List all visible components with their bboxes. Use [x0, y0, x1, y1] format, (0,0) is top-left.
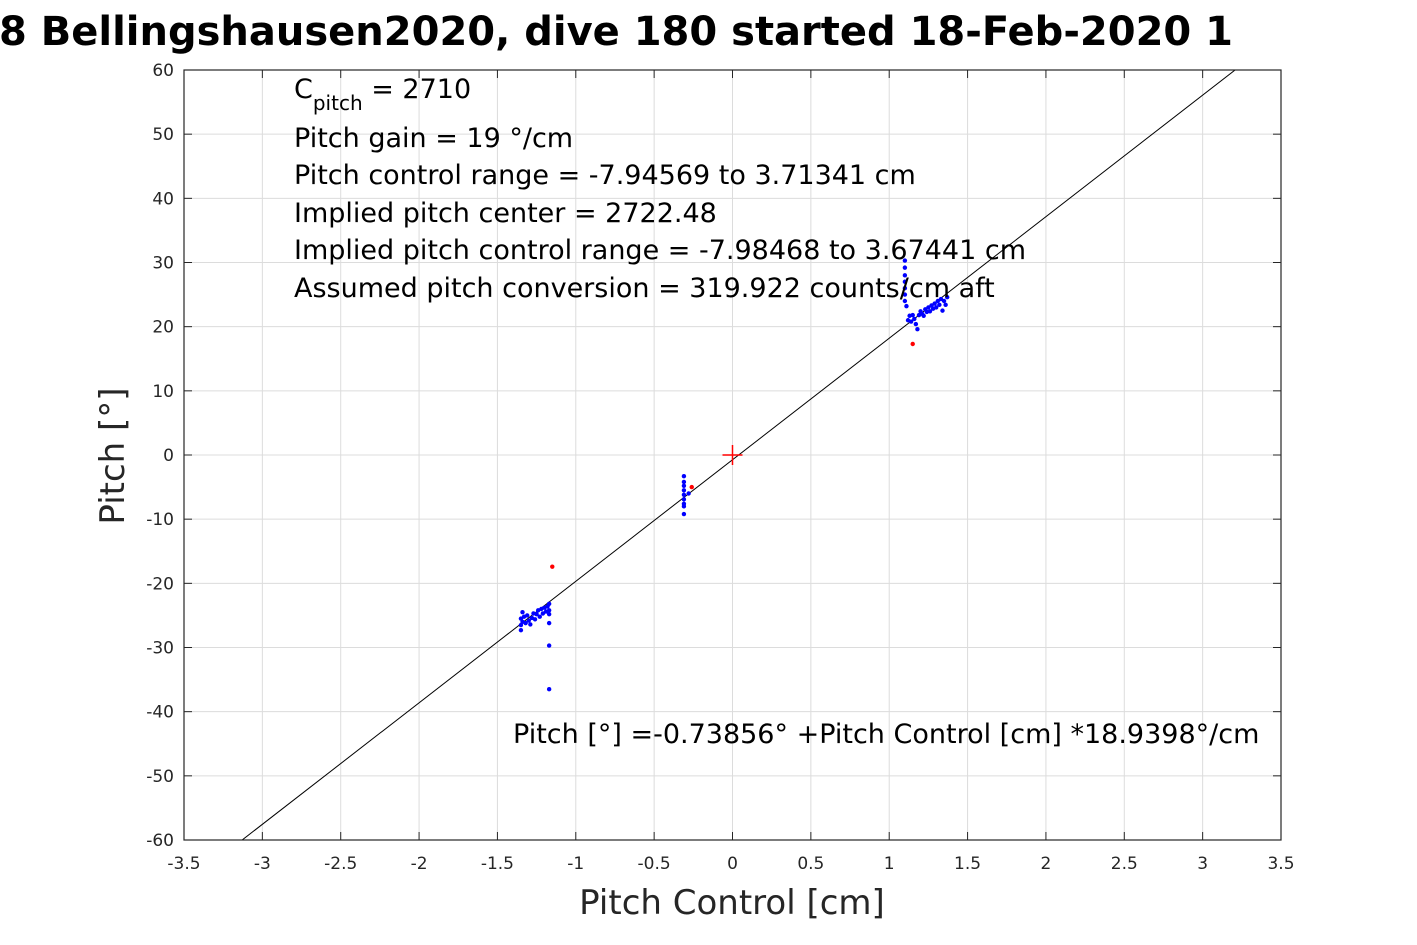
data-point: [525, 613, 530, 618]
data-point: [912, 316, 917, 322]
x-tick-label: -2.5: [324, 854, 357, 874]
chart-title: 8 Bellingshausen2020, dive 180 started 1…: [0, 9, 1233, 55]
data-point: [910, 312, 915, 318]
y-tick-label: 0: [163, 446, 174, 466]
x-tick-label: 0: [727, 854, 738, 874]
data-point: [546, 620, 552, 626]
y-tick-label: -20: [146, 574, 174, 594]
data-point: [520, 610, 525, 615]
data-point: [550, 564, 555, 569]
data-point: [913, 321, 919, 327]
center-marker-group: [722, 445, 743, 465]
y-tick-label: 10: [152, 382, 174, 402]
data-point: [932, 301, 937, 306]
data-point: [940, 308, 945, 313]
data-point: [921, 313, 926, 318]
data-point: [681, 497, 687, 502]
data-point: [902, 292, 908, 297]
x-tick-label: -1.5: [481, 854, 514, 874]
data-point: [902, 273, 908, 278]
y-tick-label: -60: [146, 831, 174, 851]
data-point: [681, 473, 687, 479]
data-point: [944, 294, 950, 300]
x-tick-label: 1.5: [954, 854, 981, 874]
data-point: [681, 504, 687, 509]
x-tick-label: 2.5: [1111, 854, 1138, 874]
data-point: [681, 492, 687, 497]
c-pitch-value: = 2710: [363, 74, 472, 105]
y-tick-label: -30: [146, 639, 174, 659]
x-tick-label: 1: [884, 854, 895, 874]
data-point: [902, 285, 908, 291]
data-point: [902, 258, 908, 263]
data-point: [546, 608, 552, 613]
axis-ticks: -3.5 -3 -2.5 -2 -1.5 -1 -0.5 0 0.5 1 1.5 2 2.5 3 3.5 -6…: [146, 61, 1294, 874]
data-point: [523, 620, 528, 626]
data-point: [934, 305, 939, 310]
data-point: [534, 611, 539, 617]
data-point: [904, 303, 909, 309]
data-point: [518, 627, 524, 633]
data-point: [902, 265, 908, 270]
y-tick-label: -40: [146, 703, 174, 723]
data-point: [902, 298, 908, 304]
y-tick-label: 40: [152, 189, 174, 209]
data-point: [546, 643, 552, 648]
data-point: [902, 279, 908, 284]
c-pitch-subscript: pitch: [313, 91, 363, 115]
pitch-control-range-annotation: Pitch control range = -7.94569 to 3.7134…: [294, 160, 916, 191]
data-point: [681, 511, 687, 517]
data-point: [546, 687, 552, 692]
x-tick-label: 3: [1197, 854, 1208, 874]
assumed-conversion-annotation: Assumed pitch conversion = 319.922 count…: [294, 273, 995, 304]
data-point: [910, 341, 915, 347]
data-point: [686, 491, 691, 496]
data-point: [908, 319, 914, 324]
c-pitch-main: C: [294, 74, 313, 105]
data-point: [532, 617, 538, 622]
data-point: [528, 622, 533, 627]
data-point: [681, 483, 687, 488]
x-tick-label: -3.5: [167, 854, 200, 874]
annotations: Cpitch = 2710 Pitch gain = 19 °/cm Pitch…: [294, 74, 1259, 750]
x-tick-label: -2: [411, 854, 428, 874]
x-tick-label: -0.5: [638, 854, 671, 874]
implied-range-annotation: Implied pitch control range = -7.98468 t…: [294, 235, 1026, 266]
implied-center-annotation: Implied pitch center = 2722.48: [294, 198, 717, 229]
x-tick-label: -3: [254, 854, 271, 874]
data-point: [915, 327, 920, 332]
y-tick-label: -50: [146, 767, 174, 787]
data-point: [927, 309, 933, 314]
data-point: [943, 302, 948, 308]
y-tick-label: 60: [152, 61, 174, 81]
y-axis-label: Pitch [°]: [93, 387, 133, 524]
x-axis-label: Pitch Control [cm]: [579, 883, 885, 923]
data-point: [546, 611, 552, 617]
data-point: [526, 618, 531, 623]
y-tick-label: 50: [152, 125, 174, 145]
y-tick-label: -10: [146, 510, 174, 530]
x-tick-label: 0.5: [797, 854, 824, 874]
data-point: [681, 479, 687, 485]
fit-equation-annotation: Pitch [°] =-0.73856° +Pitch Control [cm]…: [513, 719, 1259, 750]
c-pitch-annotation: Cpitch = 2710: [294, 74, 471, 115]
data-point: [941, 298, 947, 304]
data-point: [937, 302, 942, 308]
data-points: [518, 258, 950, 692]
x-tick-label: 3.5: [1267, 854, 1294, 874]
data-point: [537, 614, 542, 619]
data-point: [681, 488, 687, 493]
data-point: [689, 484, 694, 490]
y-tick-label: 30: [152, 254, 174, 274]
x-tick-label: -1: [567, 854, 584, 874]
y-tick-label: 20: [152, 318, 174, 338]
x-tick-label: 2: [1041, 854, 1052, 874]
pitch-gain-annotation: Pitch gain = 19 °/cm: [294, 123, 573, 154]
data-point: [546, 601, 552, 607]
